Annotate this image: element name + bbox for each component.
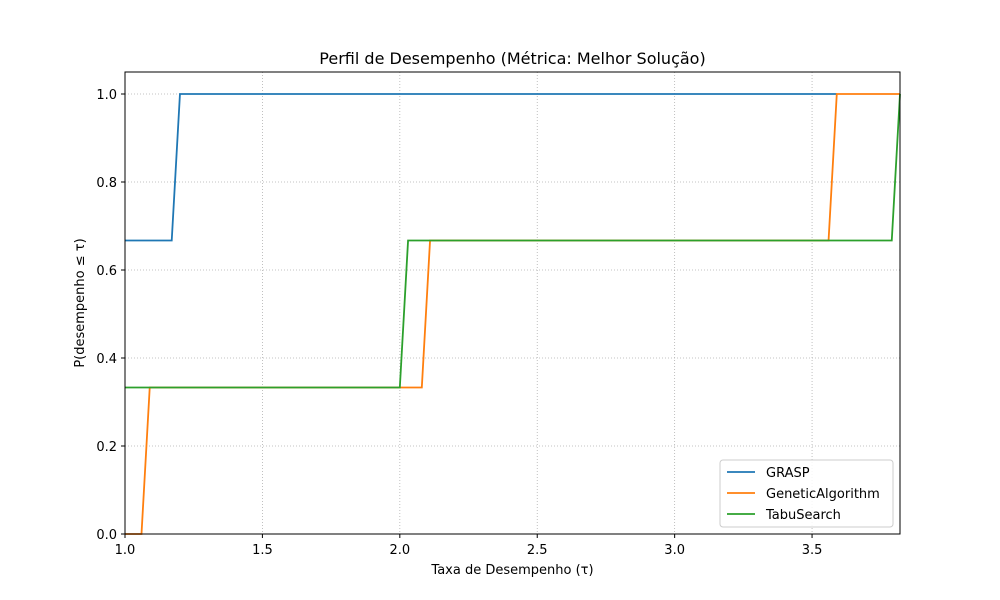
y-tick-label: 0.2 bbox=[96, 440, 117, 455]
y-tick-label: 1.0 bbox=[96, 88, 117, 103]
y-axis-label: P(desempenho ≤ τ) bbox=[73, 238, 88, 367]
legend-label: TabuSearch bbox=[765, 508, 841, 523]
series-line-tabusearch bbox=[125, 93, 901, 389]
x-tick-label: 1.0 bbox=[115, 543, 136, 558]
series-lines bbox=[125, 93, 901, 535]
plot-frame bbox=[124, 71, 901, 535]
x-tick-label: 2.5 bbox=[527, 543, 548, 558]
series-line-geneticalgorithm bbox=[125, 93, 900, 535]
x-tick-label: 3.5 bbox=[802, 543, 823, 558]
x-tick-label: 3.0 bbox=[664, 543, 685, 558]
x-tick-label: 1.5 bbox=[252, 543, 273, 558]
legend-label: GeneticAlgorithm bbox=[766, 487, 880, 502]
x-axis-label: Taxa de Desempenho (τ) bbox=[430, 563, 593, 578]
chart-title: Perfil de Desempenho (Métrica: Melhor So… bbox=[319, 49, 705, 68]
y-tick-label: 0.4 bbox=[96, 352, 117, 367]
y-tick-label: 0.8 bbox=[96, 176, 117, 191]
legend-box bbox=[719, 459, 894, 528]
legend: GRASP GeneticAlgorithm TabuSearch bbox=[719, 459, 894, 528]
y-tick-label: 0.6 bbox=[96, 264, 117, 279]
x-tick-label: 2.0 bbox=[389, 543, 410, 558]
series-line-grasp bbox=[125, 93, 837, 242]
y-tick-label: 0.0 bbox=[96, 528, 117, 543]
legend-label: GRASP bbox=[766, 466, 810, 481]
x-axis-ticks: 1.0 1.5 2.0 2.5 3.0 3.5 bbox=[115, 534, 823, 558]
y-axis-ticks: 0.0 0.2 0.4 0.6 0.8 1.0 bbox=[96, 88, 125, 543]
